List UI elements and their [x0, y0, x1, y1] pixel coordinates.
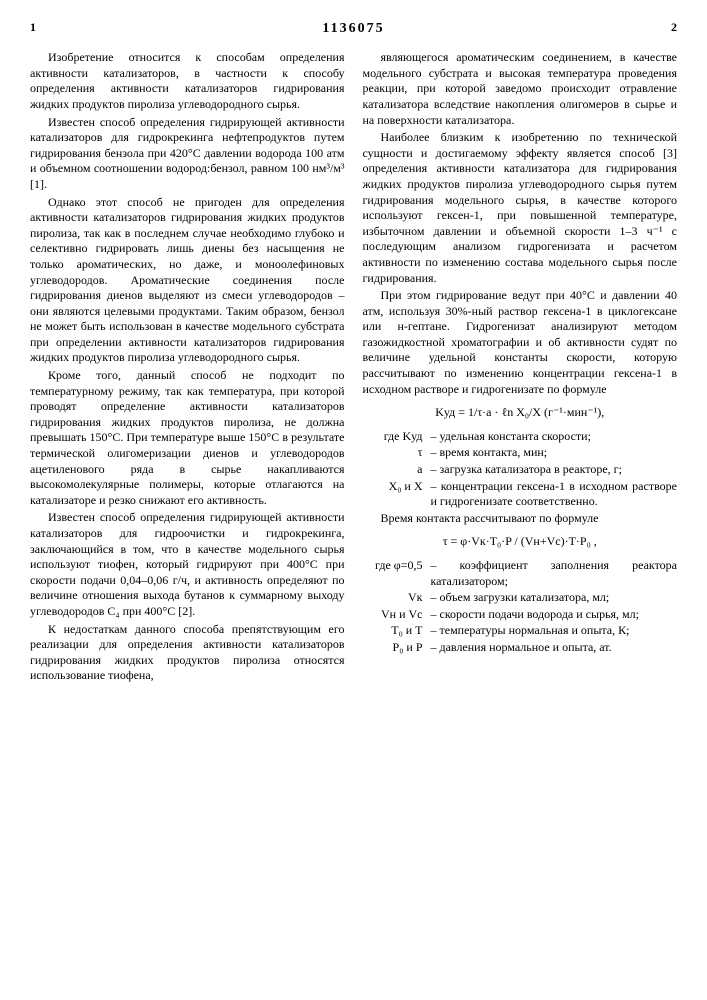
def-txt: – концентрации гексена-1 в исходном раст… [431, 479, 678, 510]
def-txt: – время контакта, мин; [431, 445, 678, 461]
def-sym: где φ=0,5 [363, 558, 431, 589]
right-column: являющегося ароматическим соединением, в… [363, 50, 678, 686]
def-sym: Vн и Vс [363, 607, 431, 623]
formula-2: τ = φ·Vк·T₀·P / (Vн+Vс)·T·P₀ , [363, 534, 678, 550]
def-sym: a [363, 462, 431, 478]
def-sym: P₀ и P [363, 640, 431, 656]
page-num-right: 2 [671, 20, 677, 50]
def-sym: T₀ и T [363, 623, 431, 639]
def-txt: – давления нормальное и опыта, ат. [431, 640, 678, 656]
paragraph: К недостаткам данного способа препятству… [30, 622, 345, 684]
paragraph: Известен способ определения гидрирующей … [30, 115, 345, 193]
def-sym: τ [363, 445, 431, 461]
def-txt: – скорости подачи водорода и сырья, мл; [431, 607, 678, 623]
def-sym: Vк [363, 590, 431, 606]
doc-number: 1136075 [322, 20, 384, 38]
formula-1: Kуд = 1/τ·a · ℓn X₀/X (г⁻¹·мин⁻¹), [363, 405, 678, 421]
page-num-left: 1 [30, 20, 36, 50]
paragraph: Изобретение относится к способам определ… [30, 50, 345, 112]
def-sym: где Kуд [363, 429, 431, 445]
paragraph: являющегося ароматическим соединением, в… [363, 50, 678, 128]
def-sym: X₀ и X [363, 479, 431, 510]
paragraph: Наиболее близким к изобретению по технич… [363, 130, 678, 286]
definitions-1: где Kуд– удельная константа скорости; τ–… [363, 429, 678, 510]
def-txt: – коэффициент заполнения реактора катали… [431, 558, 678, 589]
paragraph: Время контакта рассчитывают по формуле [363, 511, 678, 527]
def-txt: – температуры нормальная и опыта, К; [431, 623, 678, 639]
paragraph: Кроме того, данный способ не подходит по… [30, 368, 345, 508]
def-txt: – объем загрузки катализатора, мл; [431, 590, 678, 606]
paragraph: При этом гидрирование ведут при 40°С и д… [363, 288, 678, 397]
two-column-layout: Изобретение относится к способам определ… [30, 50, 677, 686]
def-txt: – загрузка катализатора в реакторе, г; [431, 462, 678, 478]
left-column: Изобретение относится к способам определ… [30, 50, 345, 686]
paragraph: Однако этот способ не пригоден для опред… [30, 195, 345, 367]
paragraph: Известен способ определения гидрирующей … [30, 510, 345, 619]
def-txt: – удельная константа скорости; [431, 429, 678, 445]
definitions-2: где φ=0,5– коэффициент заполнения реакто… [363, 558, 678, 656]
